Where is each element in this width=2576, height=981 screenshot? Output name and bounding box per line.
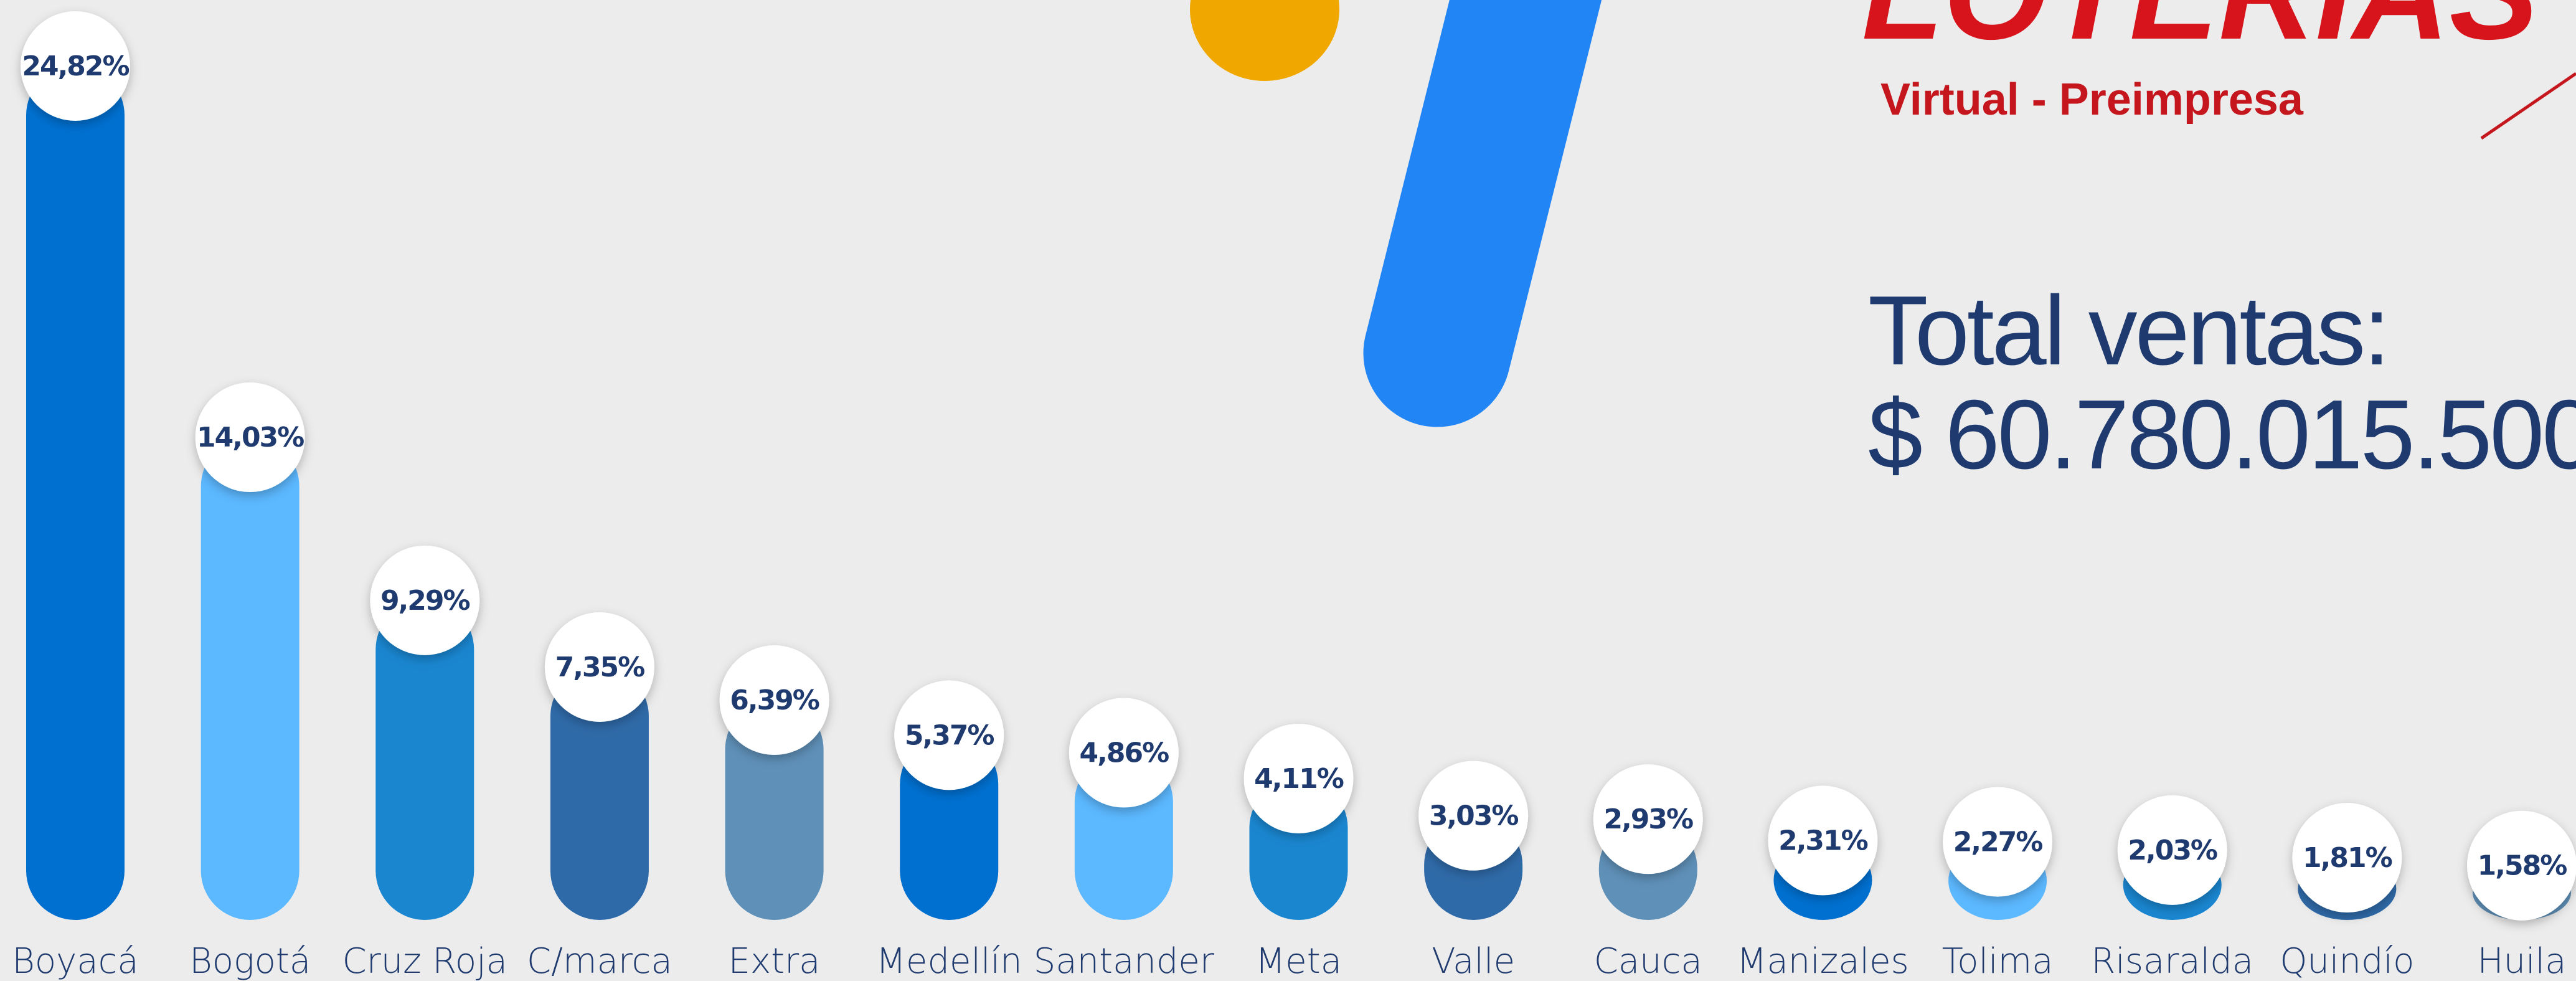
value-label: 1,58% xyxy=(2478,850,2567,882)
value-label: 2,93% xyxy=(1603,803,1693,835)
total-label: Total ventas: xyxy=(1868,276,2388,386)
value-label: 14,03% xyxy=(197,422,304,453)
x-tick-label: Meta xyxy=(1255,941,1342,981)
value-label: 2,03% xyxy=(2128,835,2217,866)
value-label: 6,39% xyxy=(730,685,819,716)
value-label: 4,11% xyxy=(1254,763,1344,795)
value-label: 3,03% xyxy=(1429,800,1519,832)
x-tick-label: Huila xyxy=(2477,941,2566,981)
bar xyxy=(201,437,300,920)
bar xyxy=(26,66,125,920)
value-label: 7,35% xyxy=(555,652,645,683)
subtitle: Virtual - Preimpresa xyxy=(1880,75,2304,125)
x-tick-label: Quindío xyxy=(2280,941,2414,981)
x-tick-label: Extra xyxy=(729,941,821,981)
chart: LOTERIAS Virtual - Preimpresa Total vent… xyxy=(0,0,2576,981)
value-label: 5,37% xyxy=(905,719,994,751)
x-tick-label: Santander xyxy=(1034,941,1214,981)
decor-blue xyxy=(1437,0,1532,353)
page: LOTERIAS Virtual - Preimpresa Total vent… xyxy=(0,0,2576,981)
x-tick-label: Valle xyxy=(1432,941,1515,981)
x-tick-label: C/marca xyxy=(527,941,672,981)
x-tick-label: Bogotá xyxy=(189,941,311,981)
value-label: 1,81% xyxy=(2303,842,2392,874)
x-tick-label: Risaralda xyxy=(2091,941,2253,981)
x-tick-label: Tolima xyxy=(1942,941,2054,981)
value-label: 4,86% xyxy=(1080,737,1169,769)
value-label: 9,29% xyxy=(380,585,470,617)
logo: LOTERIAS xyxy=(1862,0,2539,67)
value-label: 2,31% xyxy=(1778,825,1868,856)
x-tick-label: Boyacá xyxy=(12,941,139,981)
x-tick-label: Medellín xyxy=(876,941,1022,981)
total-value: $ 60.780.015.500 xyxy=(1868,380,2576,490)
value-label: 24,82% xyxy=(22,50,129,82)
value-label: 2,27% xyxy=(1953,827,2043,858)
x-tick-label: Manizales xyxy=(1737,941,1909,981)
x-tick-label: Cauca xyxy=(1594,941,1702,981)
x-tick-label: Cruz Roja xyxy=(342,941,507,981)
